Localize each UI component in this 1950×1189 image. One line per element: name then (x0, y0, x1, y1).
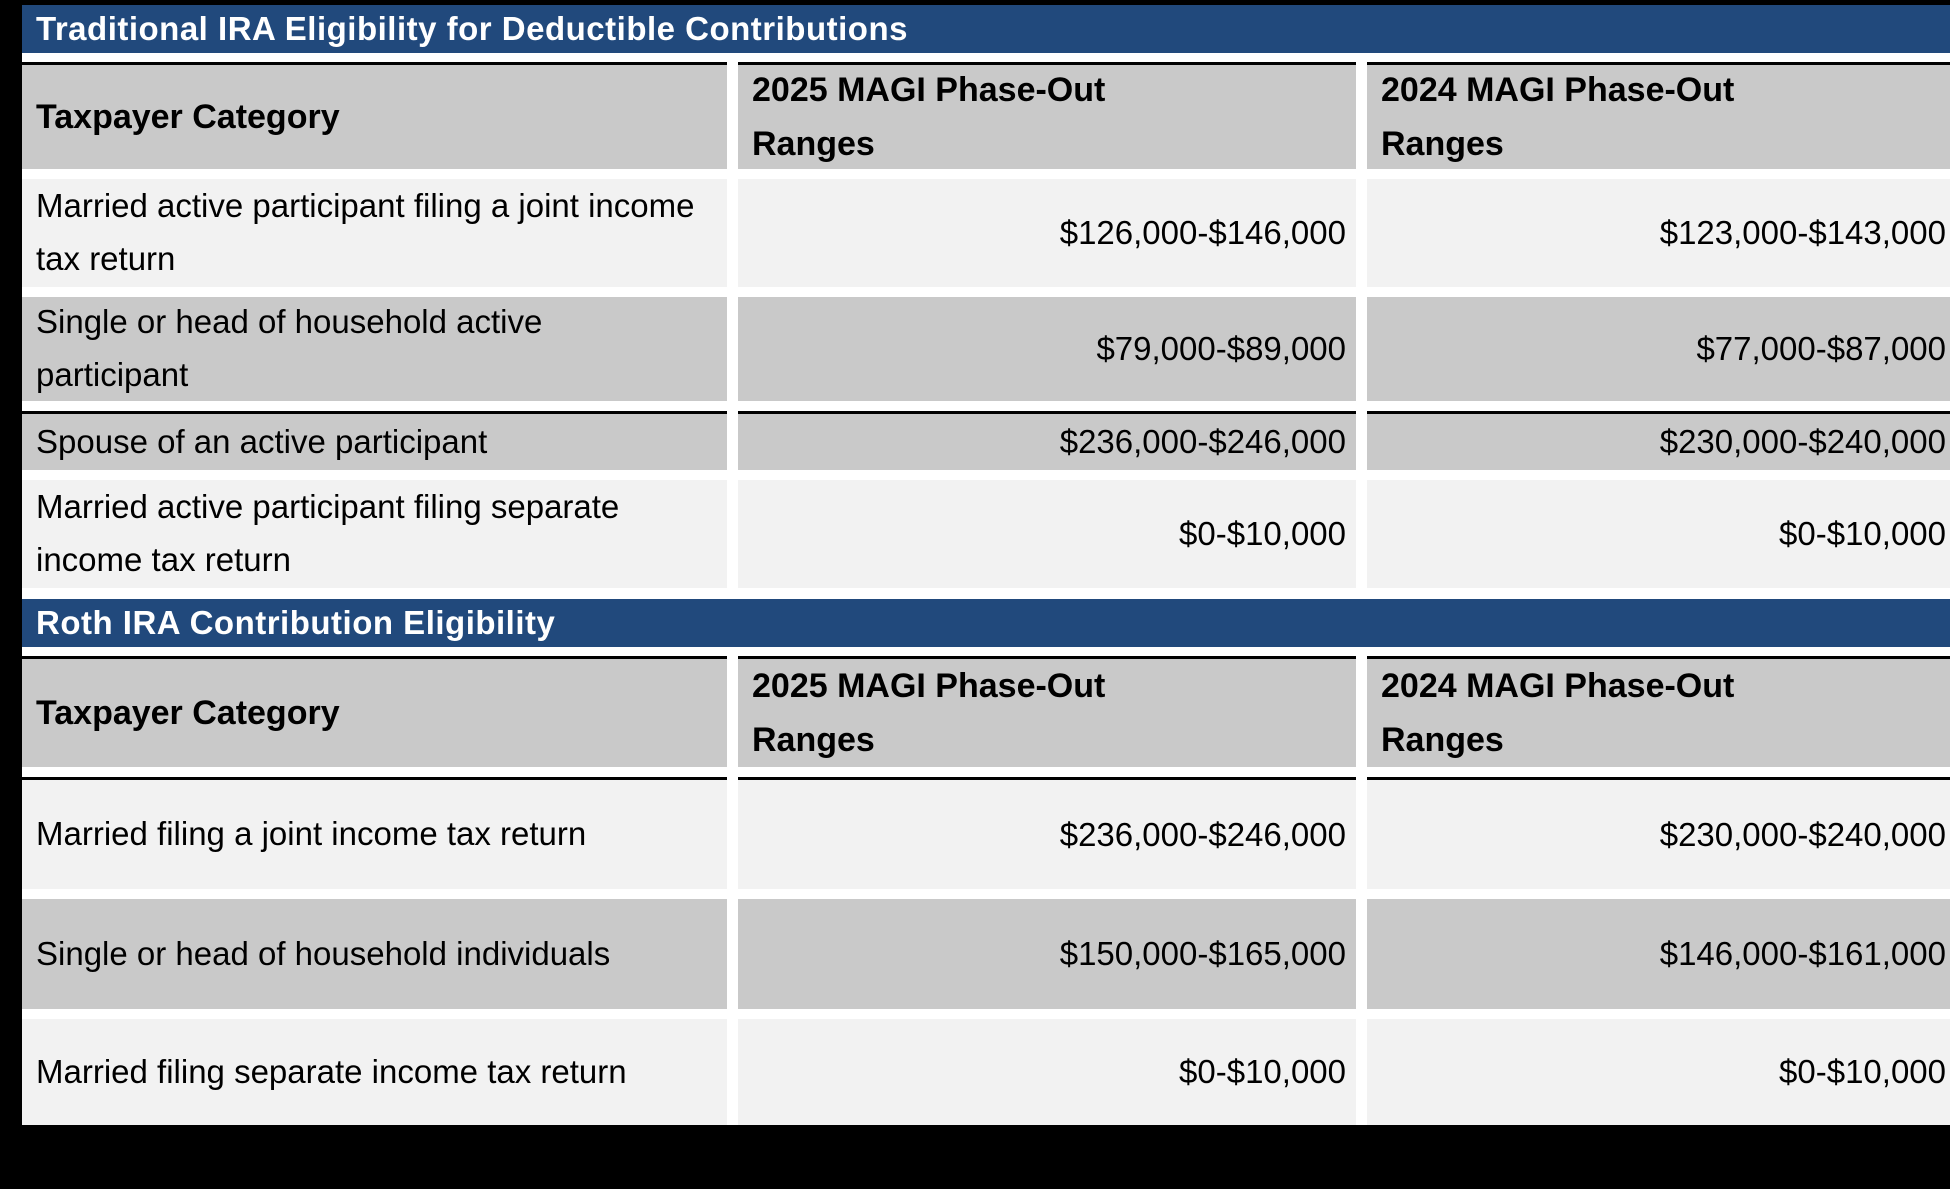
value-text: $0-$10,000 (1179, 1053, 1346, 1090)
value-text: $126,000-$146,000 (1059, 214, 1346, 251)
value-text: $230,000-$240,000 (1659, 423, 1946, 460)
traditional-ira-title-bar: Traditional IRA Eligibility for Deductib… (22, 5, 1950, 53)
category-cell: Married active participant filing separa… (22, 480, 727, 588)
value-text: $150,000-$165,000 (1059, 935, 1346, 972)
value-cell-2025: $236,000-$246,000 (738, 777, 1356, 889)
header-label: 2024 MAGI Phase-Out Ranges (1381, 666, 1735, 759)
roth-ira-title: Roth IRA Contribution Eligibility (36, 604, 556, 641)
value-cell-2024: $230,000-$240,000 (1367, 411, 1950, 470)
category-text: Married filing separate income tax retur… (36, 1052, 627, 1090)
header-cell-taxpayer-category: Taxpayer Category (22, 656, 727, 767)
slide-table-area: Traditional IRA Eligibility for Deductib… (22, 5, 1950, 1125)
value-text: $77,000-$87,000 (1696, 330, 1946, 367)
roth-ira-table: Taxpayer Category 2025 MAGI Phase-Out Ra… (22, 656, 1950, 1125)
value-text: $123,000-$143,000 (1659, 214, 1946, 251)
category-text: Spouse of an active participant (36, 422, 488, 460)
category-cell: Married filing a joint income tax return (22, 777, 727, 889)
value-text: $0-$10,000 (1779, 1053, 1946, 1090)
value-cell-2024: $230,000-$240,000 (1367, 777, 1950, 889)
value-text: $146,000-$161,000 (1659, 935, 1946, 972)
value-cell-2025: $0-$10,000 (738, 480, 1356, 588)
header-label: 2024 MAGI Phase-Out Ranges (1381, 70, 1735, 163)
category-cell: Married active participant filing a join… (22, 179, 727, 287)
header-label: Taxpayer Category (36, 693, 340, 732)
header-cell-2024-magi: 2024 MAGI Phase-Out Ranges (1367, 62, 1950, 169)
category-cell: Single or head of household active parti… (22, 297, 727, 401)
value-cell-2024: $0-$10,000 (1367, 1019, 1950, 1125)
traditional-ira-table: Taxpayer Category 2025 MAGI Phase-Out Ra… (22, 62, 1950, 588)
category-text: Married filing a joint income tax return (36, 815, 587, 853)
value-cell-2025: $0-$10,000 (738, 1019, 1356, 1125)
category-cell: Spouse of an active participant (22, 411, 727, 470)
category-text: Single or head of household individuals (36, 934, 611, 972)
value-text: $79,000-$89,000 (1096, 330, 1346, 367)
value-cell-2024: $77,000-$87,000 (1367, 297, 1950, 401)
value-text: $230,000-$240,000 (1659, 815, 1946, 853)
traditional-ira-title: Traditional IRA Eligibility for Deductib… (36, 10, 908, 47)
header-label: Taxpayer Category (36, 97, 340, 136)
category-text: Single or head of household active parti… (36, 303, 543, 393)
value-text: $0-$10,000 (1779, 515, 1946, 552)
value-cell-2024: $0-$10,000 (1367, 480, 1950, 588)
value-cell-2025: $126,000-$146,000 (738, 179, 1356, 287)
value-cell-2024: $146,000-$161,000 (1367, 899, 1950, 1009)
roth-ira-title-bar: Roth IRA Contribution Eligibility (22, 599, 1950, 647)
header-cell-taxpayer-category: Taxpayer Category (22, 62, 727, 169)
category-cell: Married filing separate income tax retur… (22, 1019, 727, 1125)
header-label: 2025 MAGI Phase-Out Ranges (752, 70, 1106, 163)
value-text: $236,000-$246,000 (1059, 423, 1346, 460)
value-text: $236,000-$246,000 (1059, 815, 1346, 853)
value-text: $0-$10,000 (1179, 515, 1346, 552)
header-cell-2025-magi: 2025 MAGI Phase-Out Ranges (738, 656, 1356, 767)
category-text: Married active participant filing separa… (36, 488, 620, 578)
header-cell-2025-magi: 2025 MAGI Phase-Out Ranges (738, 62, 1356, 169)
category-text: Married active participant filing a join… (36, 187, 695, 277)
value-cell-2025: $236,000-$246,000 (738, 411, 1356, 470)
value-cell-2025: $79,000-$89,000 (738, 297, 1356, 401)
value-cell-2024: $123,000-$143,000 (1367, 179, 1950, 287)
category-cell: Single or head of household individuals (22, 899, 727, 1009)
header-label: 2025 MAGI Phase-Out Ranges (752, 666, 1106, 759)
header-cell-2024-magi: 2024 MAGI Phase-Out Ranges (1367, 656, 1950, 767)
value-cell-2025: $150,000-$165,000 (738, 899, 1356, 1009)
